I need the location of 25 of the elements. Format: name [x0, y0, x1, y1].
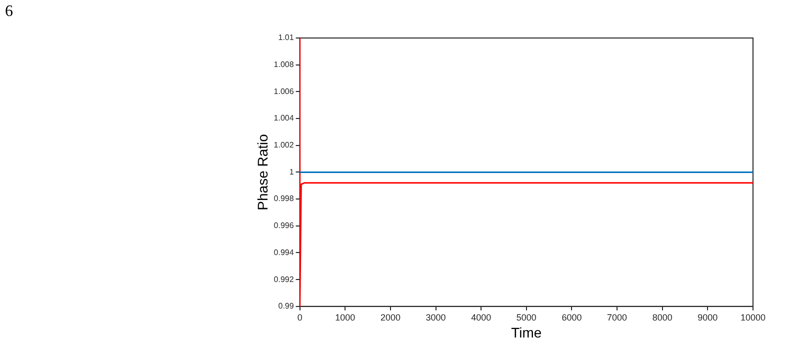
y-tick-label: 1.006: [274, 86, 294, 96]
y-tick-label: 0.99: [278, 302, 294, 311]
x-tick-label: 6000: [562, 312, 582, 322]
y-tick-label: 0.992: [274, 274, 294, 284]
y-tick-label: 1.002: [274, 140, 294, 150]
y-axis-title: Phase Ratio: [254, 134, 270, 210]
y-tick-label: 1: [289, 167, 294, 176]
y-tick-label: 0.996: [274, 221, 294, 230]
y-tick-label: 1.004: [274, 114, 294, 123]
x-tick-label: 3000: [426, 312, 446, 322]
y-tick-label: 1.008: [274, 60, 294, 70]
x-tick-label: 7000: [607, 312, 628, 322]
y-tick-label: 0.994: [274, 248, 294, 257]
y-tick-label: 0.998: [274, 194, 294, 204]
x-tick-label: 5000: [516, 312, 536, 322]
x-tick-label: 10000: [740, 312, 766, 322]
x-tick-label: 0: [297, 312, 302, 322]
text: 6: [5, 3, 13, 20]
x-tick-label: 8000: [652, 312, 672, 322]
x-axis-title: Time: [511, 324, 542, 340]
y-tick-label: 1.01: [278, 33, 294, 42]
x-tick-label: 2000: [380, 312, 400, 322]
x-tick-label: 1000: [335, 312, 356, 322]
x-tick-label: 4000: [471, 312, 492, 322]
x-tick-label: 9000: [698, 312, 718, 322]
